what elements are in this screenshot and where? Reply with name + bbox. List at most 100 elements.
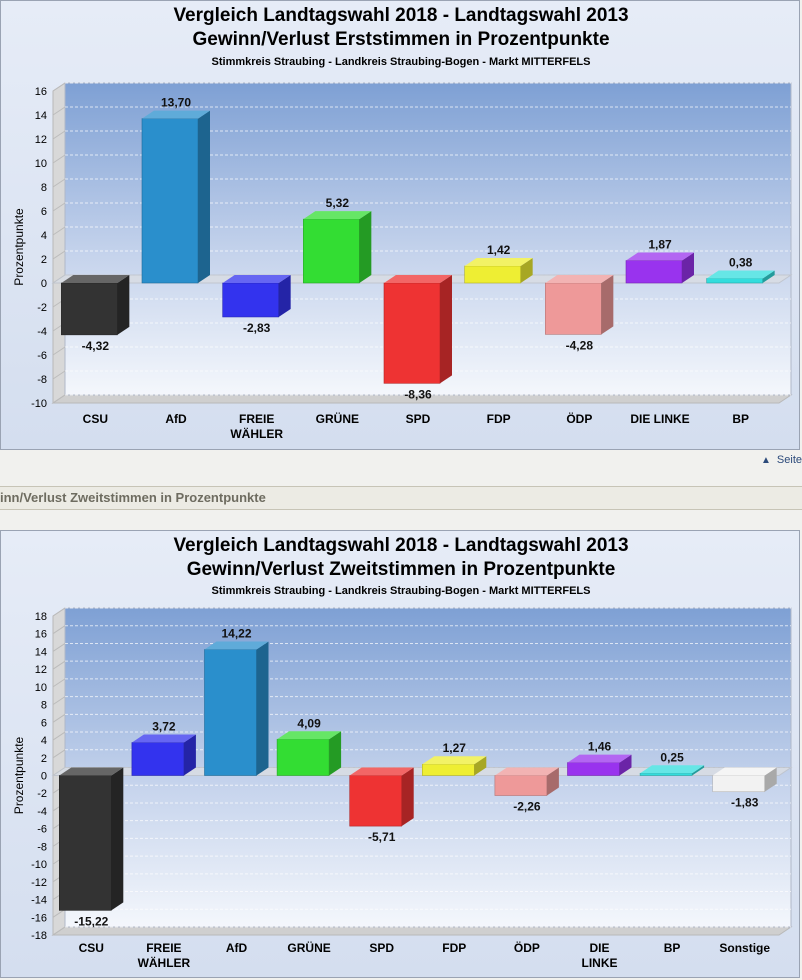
bar-top [494, 767, 559, 776]
y-tick-label: -12 [31, 877, 47, 889]
bar [464, 257, 533, 284]
gridline-wall [52, 926, 66, 936]
y-tick-label: -2 [37, 302, 47, 314]
bar-side [256, 641, 269, 776]
data-label: -15,22 [74, 914, 108, 928]
y-tick-label: 6 [41, 717, 47, 729]
bar-top [384, 275, 452, 283]
bar [383, 275, 452, 384]
bar [639, 765, 705, 776]
x-tick-label: CSU [79, 941, 104, 955]
bar-side [692, 765, 705, 776]
x-tick-label: LINKE [582, 956, 618, 970]
bar-front [421, 763, 475, 776]
bar [204, 641, 269, 776]
y-tick-label: 8 [41, 700, 47, 712]
data-label: -8,36 [404, 387, 432, 401]
gridline-wall [52, 643, 66, 652]
separator-bar [0, 450, 802, 486]
bar [567, 754, 632, 776]
bar-side [198, 110, 210, 283]
data-label: 0,25 [660, 750, 684, 764]
bar [131, 734, 196, 776]
bar [58, 767, 124, 911]
bar [712, 767, 777, 793]
x-tick-label: FREIE [239, 412, 274, 426]
y-tick-label: 2 [41, 254, 47, 266]
data-label: 1,87 [648, 238, 672, 252]
bar-side [111, 767, 124, 911]
bar-top [712, 767, 777, 776]
bar-side [601, 275, 614, 335]
plot-side-wall [52, 82, 66, 404]
bar [545, 275, 614, 335]
bar-top [222, 275, 291, 283]
y-tick-label: 18 [35, 611, 47, 623]
data-label: 14,22 [221, 626, 251, 640]
y-tick-label: -4 [37, 326, 47, 338]
bar-front [131, 742, 185, 776]
chart-caption: Stimmkreis Straubing - Landkreis Straubi… [212, 585, 591, 597]
bar-front [349, 775, 403, 827]
y-tick-label: 14 [35, 646, 47, 658]
bar-side [619, 754, 632, 776]
data-label: -2,83 [243, 321, 271, 335]
gridline-wall [52, 713, 66, 723]
bar-front [276, 738, 330, 776]
page-link[interactable]: ▲ Seite [761, 454, 802, 466]
data-label: -1,83 [731, 796, 759, 810]
chart-zweitstimmen: Vergleich Landtagswahl 2018 - Landtagswa… [0, 530, 800, 978]
bar [706, 270, 775, 284]
gridline-wall [52, 749, 66, 759]
x-tick-label: GRÜNE [287, 940, 330, 955]
x-tick-label: FREIE [146, 941, 181, 955]
data-label: 1,27 [443, 741, 467, 755]
x-tick-label: SPD [369, 941, 394, 955]
y-tick-label: 4 [41, 735, 47, 747]
gridline-wall [52, 678, 66, 688]
plot-floor [51, 926, 793, 936]
x-tick-label: ÖDP [566, 411, 592, 426]
chart-subtitle: Gewinn/Verlust Zweitstimmen in Prozentpu… [187, 559, 616, 580]
chart-title: Vergleich Landtagswahl 2018 - Landtagswa… [173, 535, 628, 556]
chart-erststimmen-svg: Vergleich Landtagswahl 2018 - Landtagswa… [12, 5, 793, 441]
x-tick-label: SPD [406, 412, 431, 426]
bar-front [383, 282, 441, 384]
data-label: 13,70 [161, 96, 191, 110]
x-tick-label: BP [732, 412, 749, 426]
bar-top [204, 641, 269, 650]
y-tick-label: -4 [37, 806, 47, 818]
page-link-label: Seite [776, 454, 802, 466]
bar-top [640, 765, 705, 774]
y-tick-label: -2 [37, 788, 47, 800]
data-label: 3,72 [152, 720, 176, 734]
bar-top [626, 252, 694, 261]
bar-front [625, 260, 683, 284]
y-tick-label: 2 [41, 753, 47, 765]
gridline-wall [52, 607, 66, 617]
data-label: 4,09 [297, 716, 321, 730]
data-label: -5,71 [368, 830, 396, 844]
bar [141, 110, 210, 284]
gridline-wall [52, 130, 66, 140]
y-tick-label: 0 [41, 278, 47, 290]
bar-top [277, 731, 342, 740]
y-tick-label: 14 [35, 110, 47, 122]
bar-side [359, 211, 372, 283]
data-label: 1,46 [588, 740, 612, 754]
bar-side [117, 275, 130, 335]
data-label: -4,28 [566, 338, 594, 352]
y-tick-label: 16 [35, 629, 47, 641]
chart-erststimmen: Vergleich Landtagswahl 2018 - Landtagswa… [0, 0, 800, 450]
y-tick-label: 10 [35, 158, 47, 170]
gridline-wall [52, 625, 66, 635]
bar-side [520, 257, 533, 283]
y-tick-label: -6 [37, 824, 47, 836]
bar-front [639, 772, 693, 776]
bar-front [61, 282, 118, 336]
y-tick-label: -8 [37, 374, 47, 386]
bar-side [401, 767, 414, 827]
y-axis-label: Prozentpunkte [12, 736, 26, 814]
bar-top [142, 110, 210, 119]
x-tick-label: AfD [226, 941, 248, 955]
